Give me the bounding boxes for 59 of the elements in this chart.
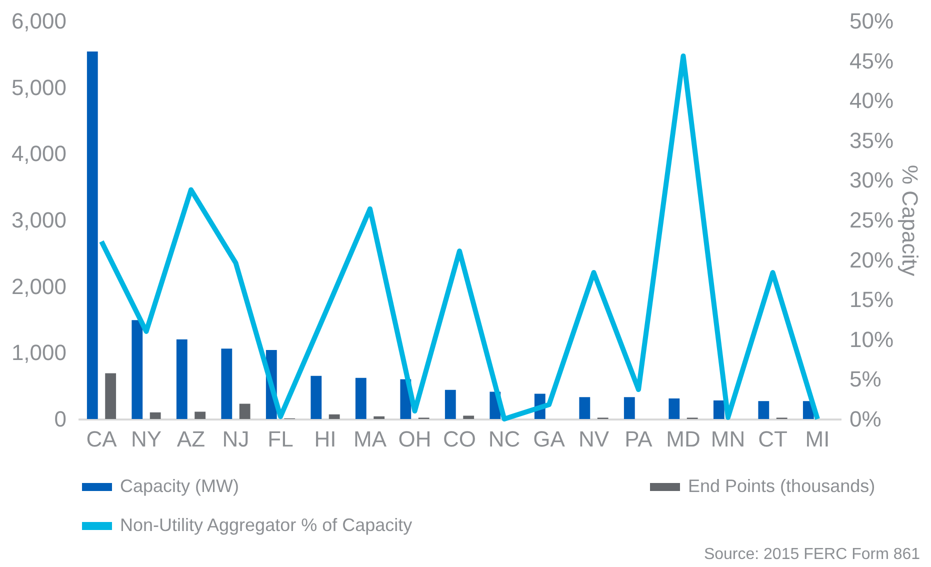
y-tick-label: 5,000 (11, 74, 66, 100)
x-tick-label: PA (624, 426, 653, 452)
y-tick-label: 2,000 (11, 274, 66, 299)
y-tick-label: 6,000 (11, 8, 66, 34)
bar (328, 414, 340, 419)
x-tick-label: NC (488, 426, 520, 452)
x-tick-label: OH (398, 426, 432, 452)
y2-tick-label: 35% (850, 128, 894, 153)
source-note: Source: 2015 FERC Form 861 (704, 546, 920, 563)
y2-tick-label: 45% (850, 48, 894, 74)
y2-tick-label: 5% (850, 366, 882, 392)
y2-tick-label: 0% (850, 406, 882, 432)
y-tick-label: 1,000 (11, 340, 66, 366)
bar (150, 412, 161, 419)
x-tick-label: NV (578, 426, 610, 452)
y2-axis-title: % Capacity (898, 164, 923, 276)
y-tick-label: 0 (54, 406, 66, 432)
bar (86, 52, 98, 419)
x-tick-label: CT (758, 426, 788, 452)
x-tick-label: MD (666, 426, 700, 452)
bar (444, 390, 456, 419)
x-tick-label: HI (314, 426, 336, 452)
bar (132, 320, 143, 419)
x-tick-label: FL (268, 426, 294, 452)
y2-tick-label: 50% (850, 8, 894, 34)
bar (579, 397, 590, 419)
bar (105, 373, 116, 419)
bar (758, 401, 770, 419)
x-tick-label: NY (130, 426, 162, 452)
x-tick-label: MI (805, 426, 830, 452)
x-tick-label: CA (86, 426, 118, 452)
bar (221, 348, 232, 419)
y2-tick-label: 30% (850, 168, 894, 193)
x-tick-label: GA (533, 426, 566, 452)
bar (194, 412, 206, 419)
y2-tick-label: 10% (850, 326, 894, 352)
bar (355, 378, 366, 419)
legend-label: Non-Utility Aggregator % of Capacity (120, 515, 412, 535)
y2-tick-label: 15% (850, 287, 894, 312)
legend-label: Capacity (MW) (120, 476, 240, 496)
x-tick-label: MA (354, 426, 387, 452)
x-tick-label: MN (710, 426, 746, 452)
bar (310, 376, 322, 419)
x-tick-label: NJ (222, 426, 250, 452)
bar (624, 397, 635, 419)
bar (176, 339, 188, 419)
bar (463, 416, 474, 419)
y2-tick-label: 40% (850, 88, 894, 114)
legend-label: End Points (thousands) (688, 476, 876, 496)
y-tick-label: 3,000 (11, 208, 66, 232)
bar (239, 404, 250, 419)
y2-tick-label: 20% (850, 247, 894, 272)
y2-tick-label: 25% (850, 208, 894, 232)
bar (713, 400, 724, 419)
x-tick-label: AZ (176, 426, 206, 452)
y-tick-label: 4,000 (11, 141, 66, 166)
bar (374, 416, 385, 419)
bar (668, 398, 680, 419)
x-tick-label: CO (443, 426, 476, 452)
